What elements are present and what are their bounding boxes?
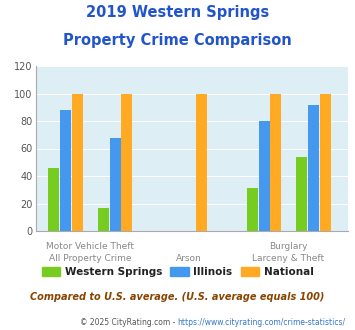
Bar bbox=[320, 93, 331, 231]
Text: Motor Vehicle Theft: Motor Vehicle Theft bbox=[46, 242, 134, 251]
Bar bbox=[72, 93, 83, 231]
Bar bbox=[110, 138, 121, 231]
Bar bbox=[308, 105, 319, 231]
Text: Compared to U.S. average. (U.S. average equals 100): Compared to U.S. average. (U.S. average … bbox=[30, 292, 325, 302]
Text: 2019 Western Springs: 2019 Western Springs bbox=[86, 5, 269, 20]
Bar bbox=[270, 93, 281, 231]
Text: Larceny & Theft: Larceny & Theft bbox=[252, 254, 324, 263]
Bar bbox=[247, 188, 258, 231]
Text: Property Crime Comparison: Property Crime Comparison bbox=[63, 33, 292, 48]
Bar bbox=[121, 93, 132, 231]
Bar bbox=[60, 110, 71, 231]
Text: Arson: Arson bbox=[176, 254, 202, 263]
Bar bbox=[98, 208, 109, 231]
Text: All Property Crime: All Property Crime bbox=[49, 254, 131, 263]
Bar bbox=[259, 121, 269, 231]
Text: Burglary: Burglary bbox=[269, 242, 308, 251]
Text: https://www.cityrating.com/crime-statistics/: https://www.cityrating.com/crime-statist… bbox=[178, 318, 346, 327]
Bar bbox=[296, 157, 307, 231]
Bar bbox=[196, 93, 207, 231]
Text: © 2025 CityRating.com -: © 2025 CityRating.com - bbox=[80, 318, 178, 327]
Bar bbox=[48, 168, 59, 231]
Legend: Western Springs, Illinois, National: Western Springs, Illinois, National bbox=[37, 263, 318, 281]
